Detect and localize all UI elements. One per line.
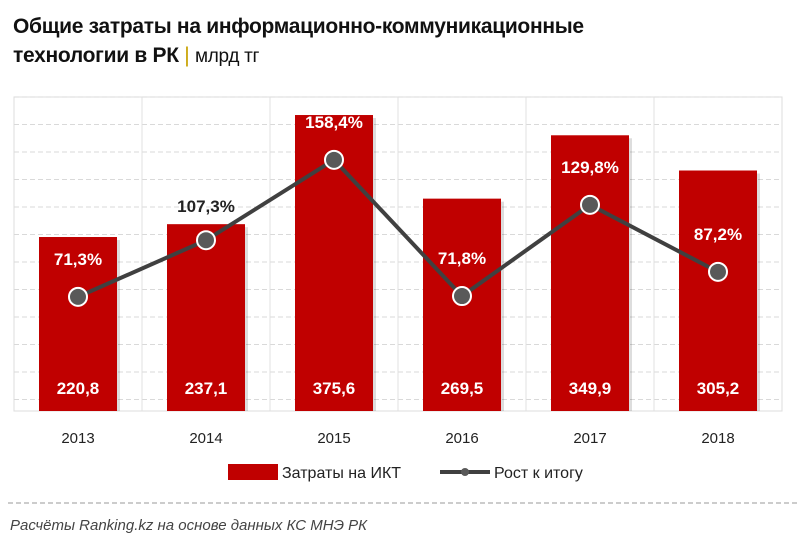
legend-bar-label: Затраты на ИКТ — [282, 465, 401, 482]
growth-value-label: 129,8% — [561, 158, 619, 177]
growth-value-label: 71,3% — [54, 250, 102, 269]
bar-2014 — [167, 224, 245, 411]
title-separator: | — [184, 44, 190, 67]
bar-value-label: 349,9 — [569, 379, 612, 398]
title-line2: технологии в РК | млрд тг — [13, 41, 259, 71]
growth-line — [77, 157, 719, 299]
legend-bar-swatch — [228, 464, 278, 480]
bar-value-label: 220,8 — [57, 379, 100, 398]
bar-value-label: 375,6 — [313, 379, 356, 398]
bar-2013 — [39, 237, 117, 411]
growth-point — [708, 261, 728, 282]
x-tick-label: 2014 — [189, 430, 222, 447]
bar-2018 — [679, 170, 757, 411]
x-tick-label: 2018 — [701, 430, 734, 447]
bar-value-label: 305,2 — [697, 379, 740, 398]
x-tick-label: 2015 — [317, 430, 350, 447]
bar-value-label: 269,5 — [441, 379, 484, 398]
title-main: Общие затраты на информационно-коммуника… — [13, 15, 584, 38]
title-main-line2: технологии в РК — [13, 44, 185, 67]
x-tick-label: 2017 — [573, 430, 606, 447]
growth-point — [324, 149, 344, 170]
growth-point — [452, 286, 472, 307]
legend-line-label: Рост к итогу — [494, 465, 583, 482]
chart-title: Общие затраты на информационно-коммуника… — [13, 12, 793, 41]
growth-point — [580, 194, 600, 215]
bar-value-label: 237,1 — [185, 379, 228, 398]
growth-value-label: 87,2% — [694, 225, 742, 244]
source-note: Расчёты Ranking.kz на основе данных КС М… — [10, 517, 368, 534]
x-tick-label: 2013 — [61, 430, 94, 447]
x-tick-label: 2016 — [445, 430, 478, 447]
growth-point — [68, 286, 88, 307]
bar-2017 — [551, 135, 629, 411]
growth-point — [196, 230, 216, 251]
growth-value-label: 158,4% — [305, 113, 363, 132]
growth-value-label: 107,3% — [177, 197, 235, 216]
title-unit: млрд тг — [194, 46, 260, 67]
growth-value-label: 71,8% — [438, 249, 486, 268]
legend-line-marker — [461, 468, 469, 476]
